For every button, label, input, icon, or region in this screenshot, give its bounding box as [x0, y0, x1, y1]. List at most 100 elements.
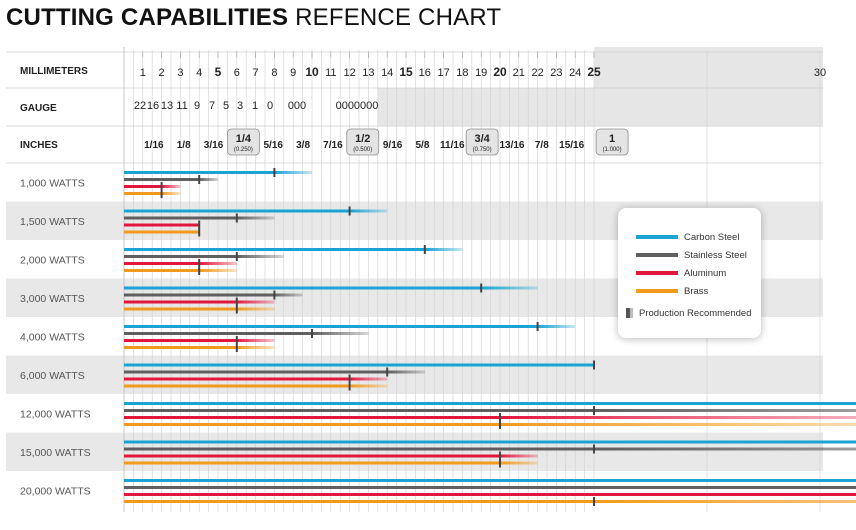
bar-stainless [124, 409, 594, 412]
mm-tick-label: 13 [362, 67, 374, 79]
mm-tick-label: 10 [305, 65, 319, 79]
bar-brass-extent [161, 192, 181, 195]
production-marker [160, 182, 163, 198]
row-label: 20,000 WATTS [20, 485, 91, 497]
bar-carbon [124, 440, 856, 444]
bar-stainless-extent [594, 447, 856, 451]
legend-item-aluminum: Aluminum [636, 268, 726, 279]
mm-tick-label: 14 [381, 67, 393, 79]
gauge-tick-label: 3 [237, 100, 243, 112]
mm-tick-label: 12 [343, 67, 355, 79]
row-label: 6,000 WATTS [20, 370, 85, 382]
legend-label-carbon: Carbon Steel [684, 232, 740, 243]
bar-aluminum [124, 223, 200, 227]
bar-carbon-extent [481, 286, 538, 290]
mm-tick-label: 2 [159, 67, 165, 79]
production-marker [198, 220, 201, 237]
production-marker [235, 336, 238, 352]
bar-brass-extent [199, 269, 237, 272]
inch-tick-label: 11/16 [440, 140, 465, 151]
gauge-tick-label: 7 [209, 100, 215, 112]
chart-title-rest: REFENCE CHART [295, 4, 502, 31]
row-label: 2,000 WATTS [20, 254, 85, 266]
production-marker [593, 444, 595, 454]
production-marker [235, 297, 238, 314]
bar-carbon-extent [424, 248, 463, 251]
inch-callout-box [226, 128, 260, 156]
mm-tick-label: 19 [475, 67, 487, 79]
legend-label-production: Production Recommended [639, 308, 752, 319]
inch-tick-label: 1 [609, 133, 615, 145]
production-marker [593, 406, 595, 415]
bar-brass-extent [349, 384, 388, 388]
inch-tick-decimal: (0.500) [353, 147, 372, 153]
gauge-tick-label: 1 [252, 100, 258, 112]
mm-tick-label: 30 [814, 67, 826, 79]
legend-label-stainless: Stainless Steel [684, 250, 747, 261]
bar-brass [124, 346, 237, 349]
legend-item-brass: Brass [636, 286, 708, 297]
bar-carbon [124, 209, 350, 213]
bar-aluminum [124, 377, 350, 381]
gauge-tick-label: 000 [288, 100, 306, 112]
bar-brass-extent [500, 461, 538, 465]
inch-tick-label: 1/2 [355, 133, 370, 145]
bar-stainless-extent [387, 370, 425, 374]
bar-stainless [124, 178, 200, 181]
chart-title-bold: CUTTING CAPABILITIES [6, 4, 289, 31]
millimeters-label: MILLIMETERS [20, 66, 88, 77]
mm-tick-label: 15 [399, 65, 413, 79]
bar-brass [124, 461, 500, 465]
row-background [6, 394, 823, 433]
legend-swatch-stainless [636, 253, 678, 258]
bar-brass-extent [236, 346, 275, 349]
bar-brass [124, 384, 350, 388]
bar-aluminum [124, 300, 237, 304]
mm-tick-label: 23 [550, 67, 562, 79]
bar-brass [124, 307, 237, 311]
mm-tick-label: 22 [531, 67, 543, 79]
mm-tick-label: 3 [177, 67, 183, 79]
mm-tick-label: 21 [513, 67, 525, 79]
legend-item-stainless: Stainless Steel [636, 250, 747, 261]
bar-stainless [124, 447, 594, 451]
production-marker [235, 213, 238, 223]
legend-label-brass: Brass [684, 286, 709, 297]
inch-tick-decimal: (1.000) [603, 147, 622, 153]
mm-tick-label: 4 [196, 67, 202, 79]
production-marker [348, 374, 351, 391]
mm-tick-label: 11 [325, 67, 336, 79]
bar-aluminum [124, 416, 500, 419]
bar-aluminum-extent [349, 377, 388, 381]
bar-aluminum-extent [500, 416, 856, 419]
bar-brass [124, 500, 594, 503]
inches-label: INCHES [20, 140, 58, 151]
row-label: 12,000 WATTS [20, 408, 91, 420]
inch-callout-box [346, 128, 380, 156]
production-marker [480, 283, 483, 293]
production-marker [273, 168, 276, 177]
inch-tick-label: 3/8 [296, 140, 310, 151]
production-marker [593, 360, 595, 370]
mm-tick-label: 8 [271, 67, 277, 79]
bar-carbon [124, 171, 275, 174]
bar-stainless [124, 255, 237, 258]
production-marker-icon [626, 308, 633, 319]
bar-stainless-extent [236, 216, 275, 220]
row-label: 3,000 WATTS [20, 293, 85, 305]
bar-stainless [124, 370, 388, 374]
header-shade-gauge [377, 88, 823, 126]
legend-swatch-aluminum [636, 271, 678, 276]
mm-tick-label: 20 [493, 65, 507, 79]
legend-swatch-brass [636, 289, 678, 294]
bar-carbon [124, 325, 538, 328]
bar-carbon-extent [537, 325, 576, 328]
mm-tick-label: 7 [253, 67, 259, 79]
bar-aluminum-extent [500, 454, 538, 458]
gauge-label: GAUGE [20, 103, 57, 114]
mm-tick-label: 9 [290, 67, 296, 79]
bar-carbon-extent [349, 209, 388, 213]
bar-aluminum [124, 339, 237, 342]
bar-aluminum-extent [236, 300, 275, 304]
